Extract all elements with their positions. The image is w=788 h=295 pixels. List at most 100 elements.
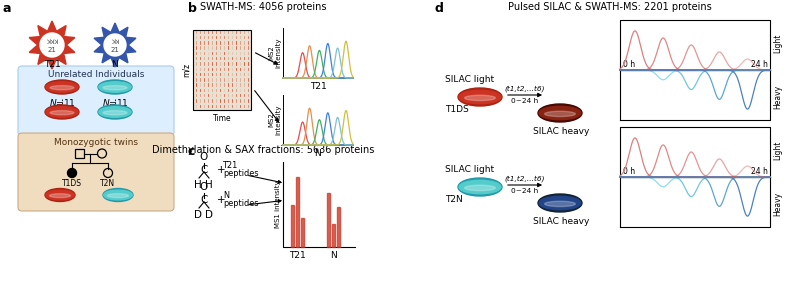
Ellipse shape	[50, 86, 74, 90]
Ellipse shape	[103, 111, 127, 115]
Ellipse shape	[107, 194, 128, 198]
Text: SILAC light: SILAC light	[445, 75, 494, 84]
Circle shape	[68, 168, 76, 178]
Bar	[332, 224, 336, 247]
Ellipse shape	[538, 194, 582, 212]
Ellipse shape	[98, 107, 131, 117]
Ellipse shape	[465, 185, 496, 191]
Ellipse shape	[103, 189, 133, 201]
Text: D: D	[205, 210, 213, 220]
Ellipse shape	[103, 86, 127, 90]
Text: peptides: peptides	[223, 170, 258, 178]
Text: T21: T21	[43, 60, 61, 69]
Ellipse shape	[50, 111, 74, 115]
Text: Pulsed SILAC & SWATH-MS: 2201 proteins: Pulsed SILAC & SWATH-MS: 2201 proteins	[508, 2, 712, 12]
Text: T21: T21	[223, 161, 239, 171]
Ellipse shape	[45, 105, 79, 119]
Text: $\it{N}$=11: $\it{N}$=11	[49, 97, 76, 108]
Text: C: C	[200, 195, 208, 205]
Ellipse shape	[539, 196, 581, 210]
Text: 24 h: 24 h	[751, 167, 768, 176]
Text: T1DS: T1DS	[445, 105, 469, 114]
Text: N: N	[331, 251, 337, 260]
Text: b: b	[188, 2, 197, 15]
Bar	[75, 149, 84, 158]
Ellipse shape	[98, 82, 131, 92]
Bar	[301, 218, 304, 247]
Ellipse shape	[98, 105, 132, 119]
Text: d: d	[435, 2, 444, 15]
Text: Light: Light	[773, 33, 782, 53]
Ellipse shape	[40, 33, 64, 57]
Text: H: H	[205, 180, 213, 190]
Text: a: a	[3, 2, 12, 15]
Text: Time: Time	[213, 114, 232, 123]
Text: $\it{N}$=11: $\it{N}$=11	[102, 97, 128, 108]
Text: ꓘꓘꓘ: ꓘꓘꓘ	[46, 40, 58, 45]
Ellipse shape	[104, 34, 126, 56]
Text: D: D	[194, 210, 202, 220]
Text: Monozygotic twins: Monozygotic twins	[54, 138, 138, 147]
Ellipse shape	[458, 178, 502, 196]
Bar	[296, 177, 299, 247]
Ellipse shape	[50, 194, 70, 198]
Bar	[193, 30, 251, 110]
Text: N: N	[314, 149, 322, 158]
Ellipse shape	[459, 180, 501, 194]
Text: T21: T21	[310, 82, 326, 91]
Text: Light: Light	[773, 140, 782, 160]
Text: H: H	[194, 180, 202, 190]
Text: O: O	[200, 152, 208, 162]
Ellipse shape	[465, 95, 496, 101]
Ellipse shape	[46, 82, 78, 92]
Text: MS2
intensity: MS2 intensity	[268, 105, 281, 135]
Ellipse shape	[539, 106, 581, 120]
Ellipse shape	[545, 111, 575, 117]
Text: SILAC heavy: SILAC heavy	[533, 217, 589, 226]
Ellipse shape	[98, 80, 132, 94]
Text: T2N: T2N	[100, 179, 116, 188]
Text: 0 h: 0 h	[623, 167, 635, 176]
Polygon shape	[94, 23, 136, 67]
Text: Unrelated Individuals: Unrelated Individuals	[48, 70, 144, 79]
Text: 21: 21	[47, 47, 57, 53]
Ellipse shape	[46, 107, 78, 117]
Ellipse shape	[45, 189, 75, 201]
Text: (t1,t2,...t6): (t1,t2,...t6)	[505, 85, 545, 92]
Text: +: +	[217, 165, 225, 175]
Text: 0 h: 0 h	[623, 60, 635, 69]
Text: SILAC heavy: SILAC heavy	[533, 127, 589, 136]
Text: 21: 21	[110, 47, 120, 53]
Ellipse shape	[545, 201, 575, 206]
Text: (t1,t2,...t6): (t1,t2,...t6)	[505, 176, 545, 182]
Ellipse shape	[46, 190, 74, 200]
Text: 24 h: 24 h	[751, 60, 768, 69]
Ellipse shape	[459, 90, 501, 104]
Text: ꓘꓘ: ꓘꓘ	[111, 40, 119, 45]
Text: N: N	[223, 191, 229, 201]
Text: O: O	[200, 182, 208, 192]
Text: MS1 intensity: MS1 intensity	[275, 181, 281, 228]
Text: N: N	[112, 60, 118, 69]
Text: m/z: m/z	[182, 63, 191, 77]
Text: Heavy: Heavy	[773, 192, 782, 216]
Text: Heavy: Heavy	[773, 85, 782, 109]
Bar	[327, 194, 330, 247]
Ellipse shape	[104, 190, 132, 200]
Text: Dimethylation & SAX fractions: 5636 proteins: Dimethylation & SAX fractions: 5636 prot…	[152, 145, 374, 155]
Text: 0~24 h: 0~24 h	[511, 98, 539, 104]
Ellipse shape	[45, 80, 79, 94]
Text: SILAC light: SILAC light	[445, 165, 494, 174]
Text: C: C	[200, 165, 208, 175]
Ellipse shape	[538, 104, 582, 122]
Bar	[337, 207, 340, 247]
Text: +: +	[217, 195, 225, 205]
Text: MS2
intensity: MS2 intensity	[268, 38, 281, 68]
Text: c: c	[188, 145, 195, 158]
Text: peptides: peptides	[223, 199, 258, 209]
Text: T21: T21	[288, 251, 306, 260]
FancyBboxPatch shape	[18, 133, 174, 211]
Bar	[291, 205, 295, 247]
Text: 0~24 h: 0~24 h	[511, 188, 539, 194]
Ellipse shape	[458, 88, 502, 106]
